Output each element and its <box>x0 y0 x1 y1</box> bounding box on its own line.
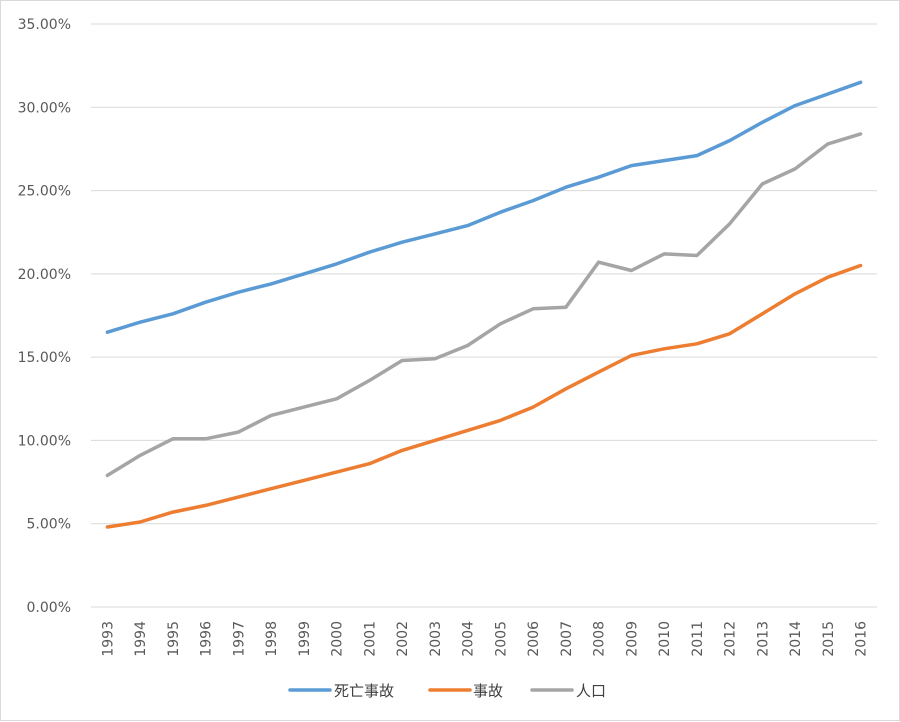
x-tick-label: 2012 <box>723 621 739 657</box>
series-line-2 <box>105 132 863 478</box>
x-tick-label: 2003 <box>428 621 444 657</box>
x-tick-label: 2010 <box>657 621 673 657</box>
y-tick-label: 10.00% <box>18 433 71 449</box>
y-tick-label: 5.00% <box>27 517 71 533</box>
x-tick-label: 1995 <box>166 621 182 657</box>
y-tick-label: 30.00% <box>18 100 71 116</box>
gridlines <box>91 23 877 608</box>
y-tick-label: 15.00% <box>18 350 71 366</box>
x-tick-label: 2000 <box>330 621 346 657</box>
x-tick-label: 1996 <box>199 621 215 657</box>
x-tick-label: 2004 <box>461 621 477 657</box>
series-line-1 <box>105 263 863 529</box>
legend: 死亡事故 事故 人口 <box>288 682 606 700</box>
x-tick-label: 2002 <box>395 621 411 657</box>
series-line-0 <box>105 80 863 334</box>
y-tick-label: 20.00% <box>18 267 71 283</box>
x-tick-label: 2001 <box>362 621 378 657</box>
x-tick-label: 2011 <box>690 621 706 657</box>
x-tick-label: 1998 <box>264 621 280 657</box>
x-tick-label: 1997 <box>231 621 247 657</box>
y-tick-label: 0.00% <box>27 600 71 616</box>
legend-label: 事故 <box>473 682 503 700</box>
x-tick-label: 2014 <box>788 621 804 657</box>
y-tick-label: 25.00% <box>18 184 71 200</box>
legend-label: 死亡事故 <box>334 682 394 700</box>
x-tick-label: 2016 <box>854 621 870 657</box>
x-tick-label: 1993 <box>100 621 116 657</box>
x-tick-label: 1994 <box>133 621 149 657</box>
x-tick-label: 2015 <box>821 621 837 657</box>
x-tick-label: 1999 <box>297 621 313 657</box>
x-tick-label: 2013 <box>755 621 771 657</box>
x-tick-label: 2006 <box>526 621 542 657</box>
x-axis: 1993 1994 1995 1996 1997 1998 1999 2000 2001 2002… <box>100 621 869 657</box>
x-tick-label: 2007 <box>559 621 575 657</box>
y-tick-label: 35.00% <box>18 17 71 33</box>
x-tick-label: 2009 <box>624 621 640 657</box>
y-axis: 0.00% 5.00% 10.00% 15.00% 20.00% 25.00% 30.00%… <box>18 17 71 616</box>
series-lines <box>105 80 863 529</box>
x-tick-label: 2005 <box>493 621 509 657</box>
legend-label: 人口 <box>576 682 606 700</box>
x-tick-label: 2008 <box>592 621 608 657</box>
